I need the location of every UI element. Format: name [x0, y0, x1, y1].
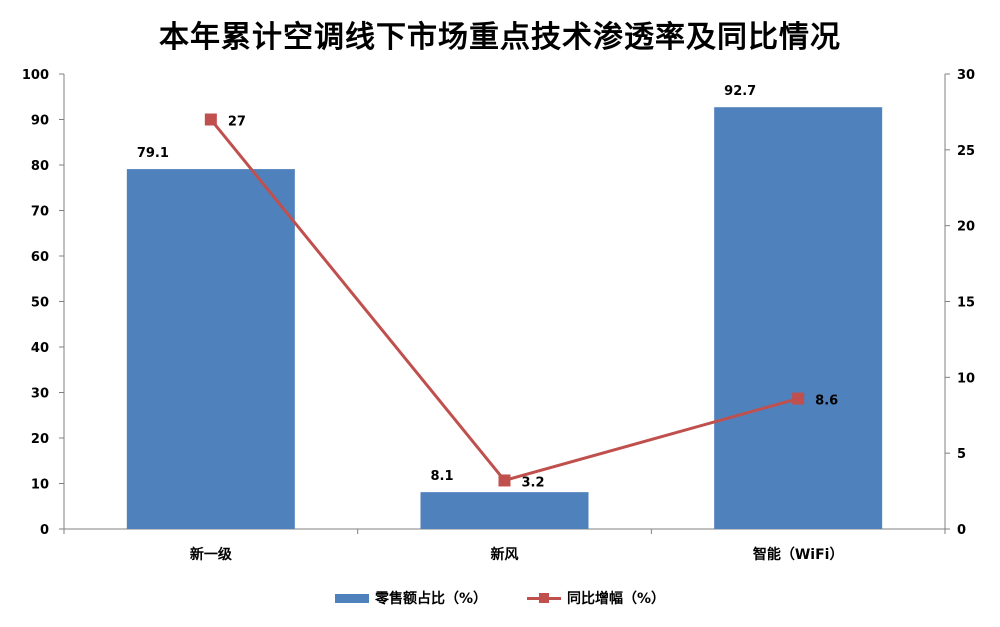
y-tick-label: 70	[31, 205, 49, 220]
y-tick-label: 100	[22, 68, 49, 83]
y-tick-label: 50	[31, 296, 49, 311]
y-tick-label: 40	[31, 341, 49, 356]
bar-data-label: 92.7	[724, 84, 756, 99]
legend-item-line-series: 同比增幅（%）	[527, 588, 665, 608]
bar	[420, 492, 589, 529]
legend-label-bar-series: 零售额占比（%）	[374, 591, 487, 607]
y-tick-label: 20	[31, 432, 49, 447]
bar-data-label: 8.1	[431, 469, 454, 484]
bar-data-label: 79.1	[137, 146, 169, 161]
y2-tick-label: 25	[957, 144, 975, 159]
y-tick-label: 90	[31, 114, 49, 129]
y2-tick-label: 10	[957, 371, 975, 386]
bar	[714, 107, 883, 529]
y-tick-label: 10	[31, 478, 49, 493]
line-data-label: 3.2	[522, 475, 545, 490]
y2-tick-label: 20	[957, 220, 975, 235]
y2-tick-label: 15	[957, 296, 975, 311]
y-tick-label: 60	[31, 250, 49, 265]
y2-tick-label: 30	[957, 68, 975, 83]
legend-item-bar-series: 零售额占比（%）	[334, 588, 487, 608]
y-tick-label: 80	[31, 159, 49, 174]
y-tick-label: 0	[40, 523, 49, 538]
y2-tick-label: 5	[957, 447, 966, 462]
line-marker	[204, 113, 217, 126]
line-data-label: 8.6	[815, 394, 838, 409]
line-marker	[498, 474, 511, 487]
y2-tick-label: 0	[957, 523, 966, 538]
legend-line-swatch	[527, 592, 561, 604]
category-label: 新风	[491, 546, 519, 563]
legend: 零售额占比（%） 同比增幅（%）	[0, 588, 1000, 608]
legend-bar-swatch	[334, 593, 369, 603]
bar	[126, 169, 295, 529]
line-series	[209, 118, 799, 483]
legend-label-line-series: 同比增幅（%）	[567, 591, 666, 607]
category-label: 新一级	[190, 546, 233, 563]
chart-title: 本年累计空调线下市场重点技术渗透率及同比情况	[159, 20, 841, 55]
line-data-label: 27	[228, 115, 246, 130]
line-marker	[792, 392, 805, 405]
y-tick-label: 30	[31, 387, 49, 402]
category-label: 智能（WiFi）	[752, 546, 844, 563]
